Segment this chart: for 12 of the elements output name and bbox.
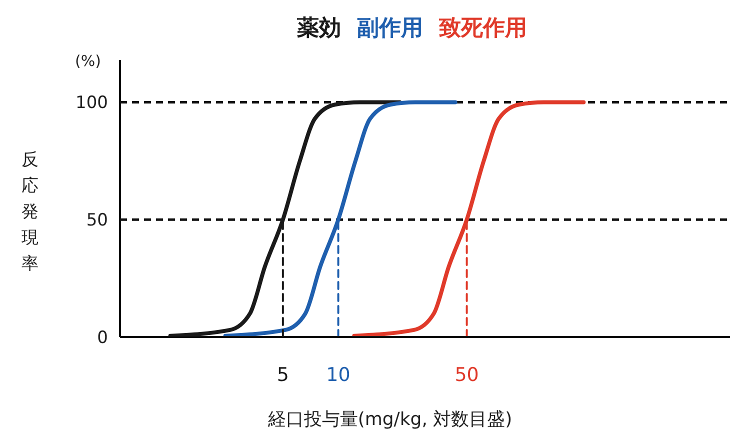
x-tick-label: 50 [454,364,479,386]
text: 致死作用 [438,16,527,41]
text: 副作用 [357,16,423,41]
x-tick-label: 5 [276,364,289,386]
y-axis-title: 反応発現率 [22,150,38,274]
y-tick-label: 50 [86,210,108,231]
x-tick-label: 10 [326,364,350,386]
text: 薬効 [296,16,341,41]
x-axis-title: 経口投与量(mg/kg, 対数目盛) [266,409,512,430]
y-tick-label: 0 [97,328,108,348]
text: (%) [75,52,101,70]
y-tick-label: 100 [76,93,108,114]
